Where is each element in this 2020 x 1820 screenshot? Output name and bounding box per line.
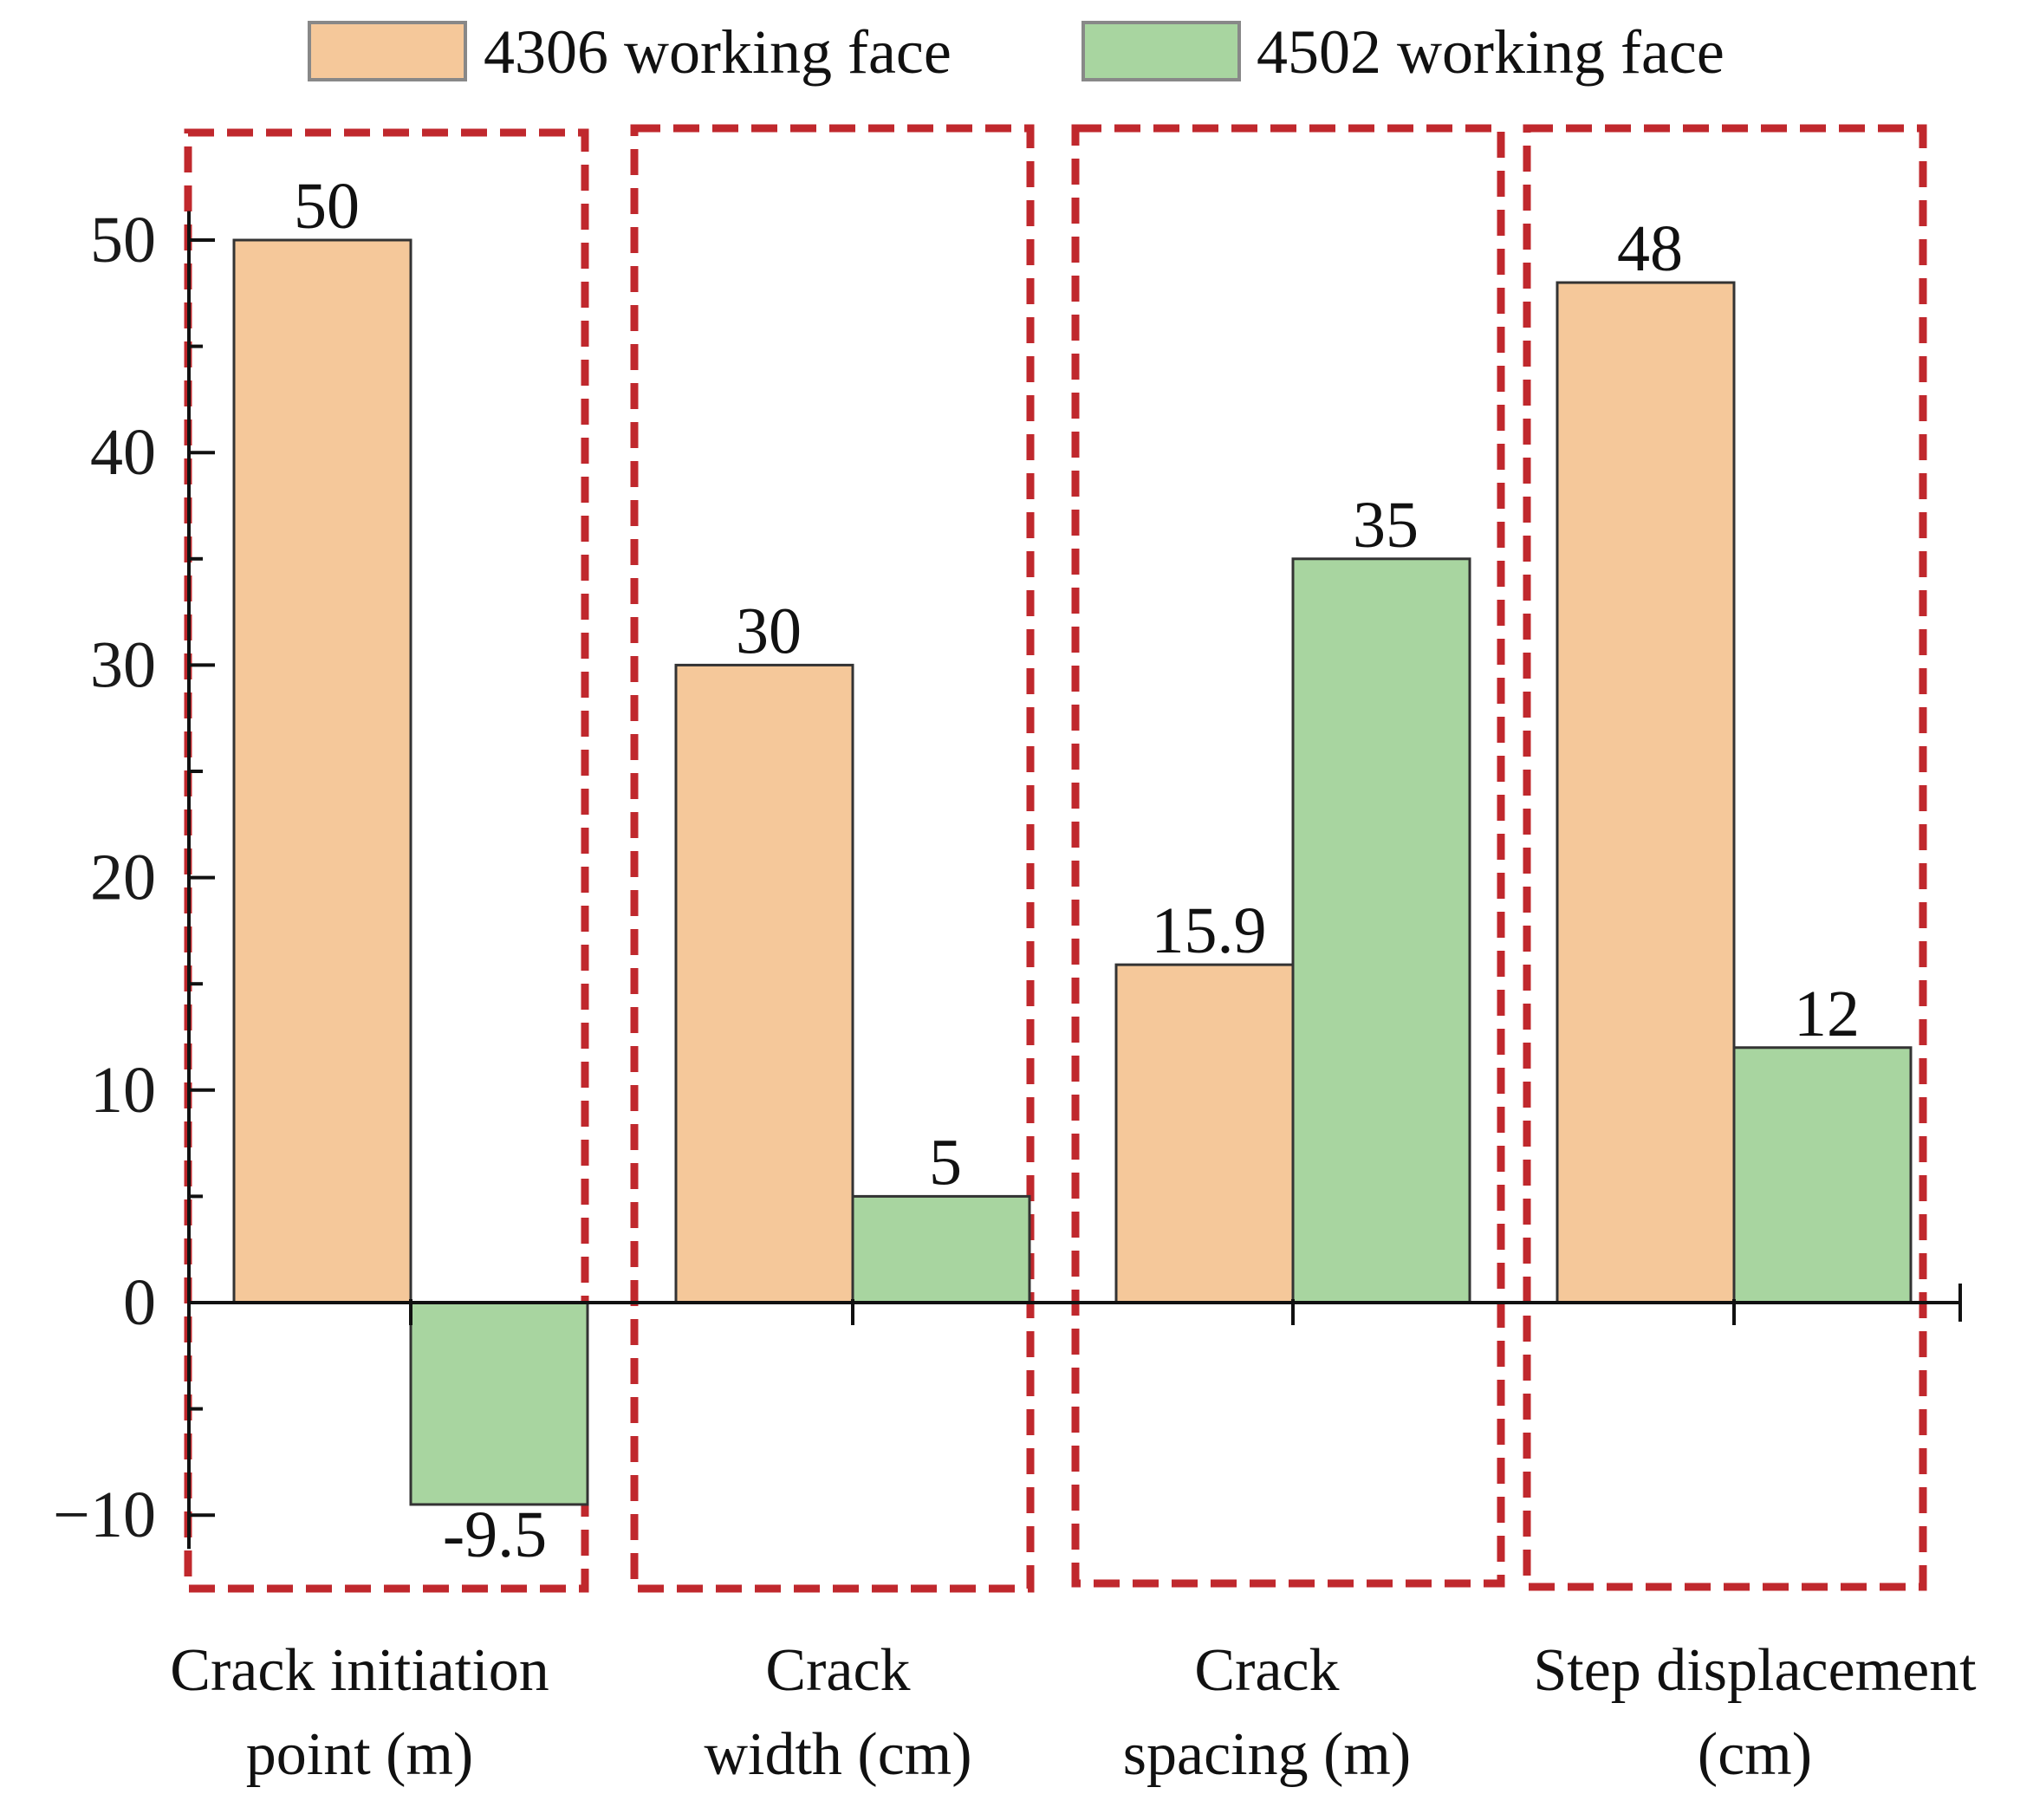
category-label-4-line2: (cm) — [1698, 1721, 1812, 1788]
category-labels: Crack initiation point (m) Crack width (cm)… — [170, 1637, 1977, 1788]
category-label-2-line2: width (cm) — [704, 1721, 971, 1788]
bar-4306-2 — [674, 663, 854, 1304]
category-label-1-line2: point (m) — [246, 1721, 473, 1788]
group-highlight-box-3 — [1071, 124, 1505, 1588]
data-label-4502-4: 12 — [1794, 978, 1860, 1050]
axes: −10 0 10 20 30 40 50 — [53, 204, 1962, 1551]
y-tick-label-4: 30 — [90, 628, 156, 701]
data-label-4502-2: 5 — [929, 1126, 962, 1199]
bar-4306-3 — [1114, 963, 1295, 1304]
category-label-3-line1: Crack — [1194, 1637, 1339, 1704]
legend-swatch-4502 — [1081, 21, 1241, 81]
category-label-3-line2: spacing (m) — [1123, 1721, 1411, 1788]
y-tick-label-2: 10 — [90, 1054, 156, 1127]
category-label-4-line1: Step displacement — [1533, 1637, 1977, 1704]
y-tick-label-0: −10 — [53, 1479, 156, 1551]
bar-4306-1 — [232, 238, 412, 1304]
y-tick-label-6: 50 — [90, 204, 156, 276]
data-label-4306-4: 48 — [1617, 212, 1683, 285]
y-tick-label-5: 40 — [90, 416, 156, 489]
y-tick-label-3: 20 — [90, 842, 156, 914]
bar-4502-3 — [1291, 557, 1471, 1304]
data-label-4502-1: -9.5 — [443, 1498, 547, 1571]
legend: 4306 working face 4502 working face — [308, 17, 1724, 87]
y-tick-label-1: 0 — [123, 1266, 156, 1339]
group-highlight-box-2 — [630, 124, 1035, 1593]
legend-label-4306: 4306 working face — [484, 17, 952, 87]
data-label-4306-1: 50 — [294, 170, 360, 243]
category-label-1-line1: Crack initiation — [170, 1637, 549, 1704]
bar-4502-4 — [1732, 1046, 1913, 1304]
legend-swatch-4306 — [308, 21, 467, 81]
bar-4502-2 — [851, 1194, 1031, 1304]
category-label-2-line1: Crack — [765, 1637, 910, 1704]
data-label-4306-3: 15.9 — [1152, 894, 1267, 967]
data-label-4306-2: 30 — [736, 595, 802, 667]
bar-4502-1 — [409, 1301, 589, 1506]
bar-4306-4 — [1556, 281, 1736, 1304]
legend-label-4502: 4502 working face — [1257, 17, 1724, 87]
group-highlight-box-4 — [1523, 124, 1927, 1591]
data-label-4502-3: 35 — [1353, 489, 1419, 562]
data-labels: 50 30 15.9 48 -9.5 5 35 12 — [294, 170, 1860, 1571]
bars — [232, 238, 1913, 1506]
